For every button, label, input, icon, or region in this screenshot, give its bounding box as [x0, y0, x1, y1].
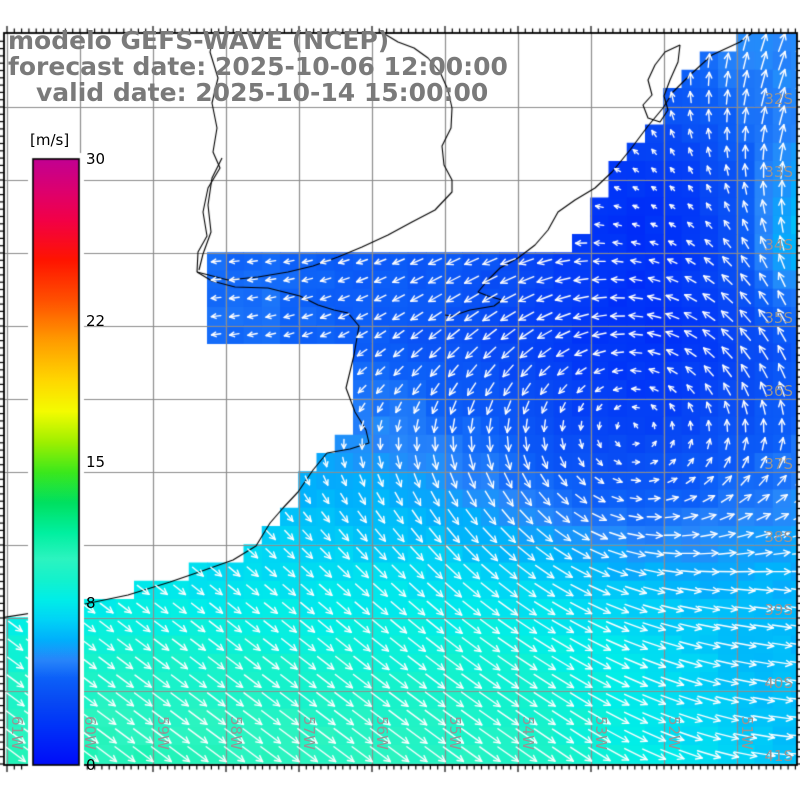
latitude-label: 40S	[764, 674, 793, 692]
longitude-label: 55W	[446, 716, 464, 750]
colorbar-tick-label: 8	[86, 594, 96, 613]
longitude-label: 52W	[665, 716, 683, 750]
latitude-label: 37S	[764, 455, 793, 473]
valid-date-line: valid date: 2025-10-14 15:00:00	[36, 78, 489, 107]
longitude-label: 51W	[738, 716, 756, 750]
model-title: modelo GEFS-WAVE (NCEP)	[8, 26, 390, 55]
longitude-label: 58W	[227, 716, 245, 750]
colorbar-tick-label: 30	[86, 150, 106, 168]
forecast-date-line: forecast date: 2025-10-06 12:00:00	[8, 52, 508, 81]
longitude-label: 54W	[519, 716, 537, 750]
latitude-label: 38S	[764, 528, 793, 546]
longitude-label: 57W	[300, 716, 318, 750]
latitude-label: 34S	[764, 236, 793, 254]
longitude-label: 56W	[373, 716, 391, 750]
colorbar-unit-label: [m/s]	[30, 131, 70, 149]
latitude-label: 35S	[764, 309, 793, 327]
longitude-label: 59W	[154, 716, 172, 750]
colorbar-tick-label: 22	[86, 311, 106, 330]
longitude-label: 61W	[8, 716, 26, 750]
longitude-label: 53W	[592, 716, 610, 750]
colorbar-tick-label: 0	[86, 756, 96, 774]
colorbar-tick-label: 15	[86, 453, 106, 471]
latitude-label: 32S	[764, 90, 793, 108]
latitude-label: 36S	[764, 382, 793, 400]
longitude-label: 60W	[81, 716, 99, 750]
latitude-label: 39S	[764, 601, 793, 619]
latitude-label: 41S	[764, 747, 793, 765]
latitude-label: 33S	[764, 163, 793, 181]
